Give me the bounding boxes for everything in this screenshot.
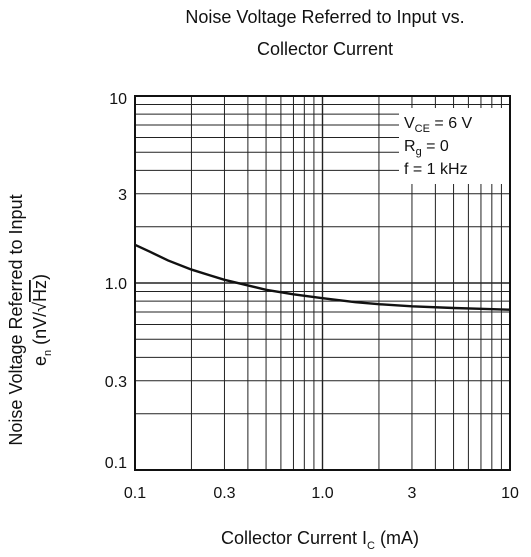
- y-tick-label: 1.0: [105, 276, 127, 293]
- condition-label: VCE = 6 V: [404, 115, 473, 135]
- x-tick-label: 0.1: [124, 485, 146, 502]
- tick-labels: 0.1 0.3 1.0 3 10 0.1 0.3 1.0 3 10: [105, 91, 519, 502]
- x-tick-label: 3: [408, 485, 417, 502]
- condition-label: f = 1 kHz: [404, 161, 468, 178]
- y-tick-label: 10: [109, 91, 127, 108]
- y-tick-label: 3: [118, 187, 127, 204]
- x-axis-title-main: Collector Current I: [221, 528, 367, 548]
- condition-label: Rg = 0: [404, 138, 449, 158]
- y-axis-sym: e: [30, 356, 50, 366]
- plot-frame: [134, 95, 511, 471]
- x-tick-label: 10: [501, 485, 519, 502]
- y-tick-label: 0.3: [105, 374, 127, 391]
- x-axis-title: Collector Current IC (mA): [221, 528, 419, 552]
- chart-title-line2: Collector Current: [257, 39, 393, 59]
- y-axis-unit-hz: Hz: [30, 280, 50, 302]
- y-axis-title: Noise Voltage Referred to Input en (nV/√…: [6, 194, 54, 445]
- y-axis-title-line2: en (nV/√Hz): [30, 274, 54, 366]
- conditions-background: [399, 108, 509, 184]
- noise-curve: [134, 243, 511, 311]
- x-tick-label: 1.0: [311, 485, 333, 502]
- y-axis-sym-sub: n: [42, 350, 54, 356]
- y-axis-unit-pre: (nV/: [30, 312, 50, 350]
- y-tick-label: 0.1: [105, 455, 127, 472]
- y-axis-unit-post: ): [30, 274, 50, 280]
- y-axis-title-line1: Noise Voltage Referred to Input: [6, 194, 26, 445]
- x-axis-title-sub: C: [367, 540, 375, 552]
- y-axis-radical: √: [30, 302, 50, 312]
- chart-title-line1: Noise Voltage Referred to Input vs.: [185, 7, 464, 27]
- x-tick-label: 0.3: [213, 485, 235, 502]
- test-conditions: VCE = 6 V Rg = 0 f = 1 kHz: [399, 108, 509, 184]
- x-axis-title-unit: (mA): [375, 528, 419, 548]
